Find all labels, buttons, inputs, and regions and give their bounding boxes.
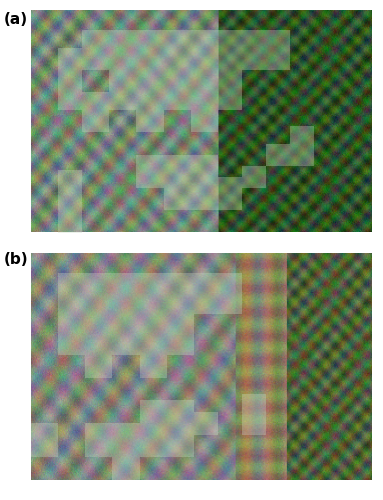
FancyBboxPatch shape [58,48,82,70]
FancyBboxPatch shape [140,273,167,378]
FancyBboxPatch shape [164,30,191,110]
FancyBboxPatch shape [242,394,266,434]
FancyBboxPatch shape [191,30,218,132]
FancyBboxPatch shape [85,423,113,457]
FancyBboxPatch shape [136,154,164,188]
Text: (a): (a) [4,12,28,28]
FancyBboxPatch shape [58,192,82,232]
FancyBboxPatch shape [85,273,113,378]
Text: (b): (b) [4,252,28,268]
FancyBboxPatch shape [58,170,82,192]
FancyBboxPatch shape [164,154,191,210]
FancyBboxPatch shape [58,70,82,110]
FancyBboxPatch shape [266,30,290,70]
FancyBboxPatch shape [31,423,58,457]
FancyBboxPatch shape [136,30,164,132]
FancyBboxPatch shape [218,30,242,110]
FancyBboxPatch shape [109,30,136,110]
FancyBboxPatch shape [266,144,290,166]
FancyBboxPatch shape [167,273,194,355]
FancyBboxPatch shape [82,92,109,132]
FancyBboxPatch shape [113,423,140,480]
FancyBboxPatch shape [191,154,218,210]
FancyBboxPatch shape [58,273,85,355]
FancyBboxPatch shape [218,177,242,210]
FancyBboxPatch shape [82,30,109,70]
FancyBboxPatch shape [194,273,218,314]
FancyBboxPatch shape [218,273,242,314]
FancyBboxPatch shape [194,412,218,434]
FancyBboxPatch shape [113,273,140,355]
FancyBboxPatch shape [290,126,314,166]
FancyBboxPatch shape [242,30,266,70]
FancyBboxPatch shape [242,166,266,188]
FancyBboxPatch shape [140,400,167,457]
FancyBboxPatch shape [167,400,194,457]
